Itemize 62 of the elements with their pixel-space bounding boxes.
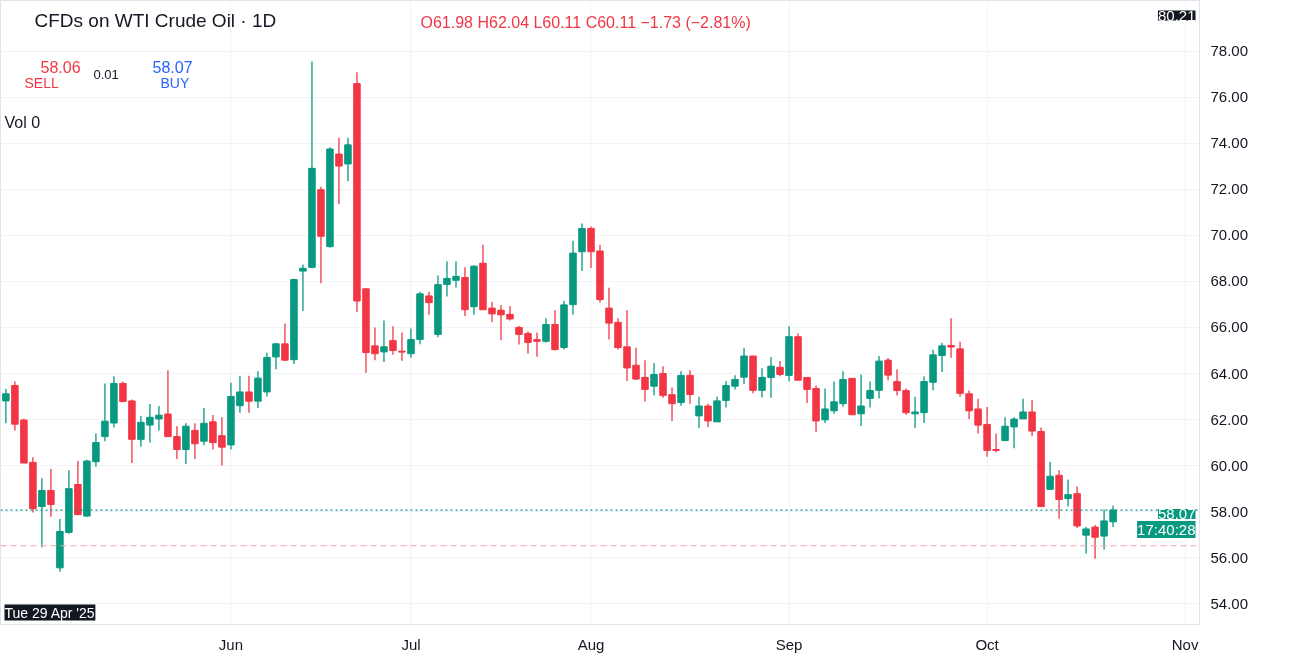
candlestick bbox=[713, 395, 721, 423]
x-tick-label: Nov bbox=[1171, 635, 1199, 653]
annotation: 0.01 bbox=[93, 66, 119, 82]
candlestick bbox=[1046, 461, 1054, 490]
candlestick bbox=[686, 369, 694, 405]
y-tick-label: 64.00 bbox=[1210, 364, 1249, 382]
y-tick-label: 60.00 bbox=[1210, 456, 1249, 474]
y-tick-label: 78.00 bbox=[1210, 42, 1249, 60]
y-tick-label: 72.00 bbox=[1210, 180, 1249, 198]
candlestick bbox=[281, 322, 289, 362]
candlestick bbox=[542, 317, 550, 344]
candlestick bbox=[380, 319, 388, 363]
annotation: 17:40:28 bbox=[1137, 521, 1196, 539]
y-tick-label: 76.00 bbox=[1210, 88, 1249, 106]
annotation: Tue 29 Apr '25 bbox=[4, 604, 95, 621]
y-tick-label: 66.00 bbox=[1210, 318, 1249, 336]
x-tick-label: Aug bbox=[577, 635, 605, 653]
x-tick-label: Sep bbox=[775, 635, 803, 653]
annotation: Vol 0 bbox=[4, 113, 41, 131]
candlestick bbox=[578, 222, 586, 272]
candlestick bbox=[1064, 478, 1072, 508]
candlestick bbox=[191, 422, 199, 460]
text: CFDs on WTI Crude Oil · 1D bbox=[34, 9, 277, 31]
x-tick-label: Jul bbox=[401, 635, 421, 653]
y-tick-label: 56.00 bbox=[1210, 548, 1249, 566]
y-tick-label: 58.00 bbox=[1210, 502, 1249, 520]
y-tick-label: 62.00 bbox=[1210, 410, 1249, 428]
y-tick-label: 74.00 bbox=[1210, 134, 1249, 152]
candlestick bbox=[884, 357, 892, 381]
x-tick-label: Jun bbox=[218, 635, 244, 653]
candlestick bbox=[857, 373, 865, 427]
candlestick bbox=[2, 388, 10, 424]
ref-line-label: 58.07 bbox=[1157, 505, 1196, 523]
candlestick bbox=[398, 331, 406, 362]
annotation: 58.07 bbox=[152, 58, 193, 76]
candlestick bbox=[740, 347, 748, 385]
candlestick bbox=[272, 342, 280, 371]
candlestick bbox=[650, 362, 658, 397]
candlestick bbox=[695, 396, 703, 429]
candlestick bbox=[1019, 398, 1027, 420]
y-tick-label: 54.00 bbox=[1210, 594, 1249, 612]
candlestick bbox=[425, 291, 433, 316]
candlestick bbox=[1082, 526, 1090, 555]
annotation: BUY bbox=[160, 74, 190, 91]
candlestick bbox=[947, 317, 955, 359]
candlestick bbox=[1091, 524, 1099, 560]
candlestick bbox=[389, 325, 397, 356]
y-tick-label: 70.00 bbox=[1210, 226, 1249, 244]
candlestick bbox=[245, 375, 253, 414]
annotation: SELL bbox=[24, 74, 59, 91]
candlestick bbox=[47, 468, 55, 518]
y-tick-label: 68.00 bbox=[1210, 272, 1249, 290]
candlestick bbox=[704, 403, 712, 428]
candlestick bbox=[344, 137, 352, 182]
candlestick bbox=[182, 422, 190, 465]
annotation: O61.98 H62.04 L60.11 C60.11 −1.73 (−2.81%) bbox=[420, 13, 751, 31]
candlestick bbox=[335, 137, 343, 205]
candlestick bbox=[299, 263, 307, 312]
x-tick-label: Oct bbox=[975, 635, 1000, 653]
candlestick bbox=[200, 407, 208, 447]
annotation: 58.06 bbox=[40, 58, 81, 76]
annotation: 80.21 bbox=[1157, 6, 1196, 24]
